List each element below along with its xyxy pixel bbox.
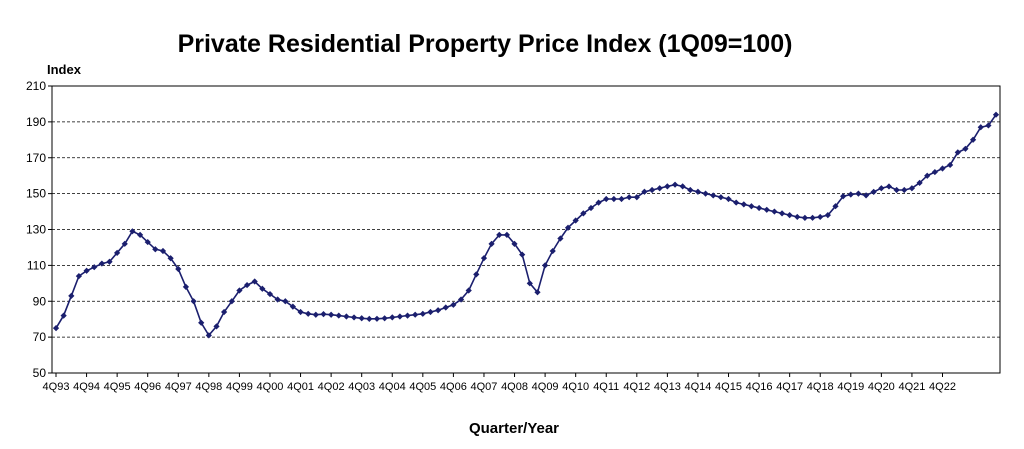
y-tick-label: 110 — [27, 258, 46, 272]
data-point — [129, 228, 136, 235]
x-tick-label: 4Q15 — [715, 381, 742, 393]
data-point — [282, 298, 289, 305]
data-point — [419, 310, 426, 317]
data-point — [205, 332, 212, 339]
data-point — [121, 240, 128, 247]
x-tick-label: 4Q93 — [43, 381, 70, 393]
x-tick-label: 4Q09 — [532, 381, 559, 393]
data-point — [977, 124, 984, 131]
data-point — [335, 312, 342, 319]
x-tick-label: 4Q07 — [471, 381, 498, 393]
y-tick-label: 130 — [26, 223, 46, 237]
y-axis-label: Index — [47, 62, 81, 77]
x-tick-label: 4Q96 — [134, 381, 161, 393]
data-point — [465, 287, 472, 294]
chart-title: Private Residential Property Price Index… — [177, 30, 793, 58]
data-point — [434, 307, 442, 314]
x-tick-label: 4Q21 — [898, 381, 925, 393]
y-tick-label: 70 — [33, 330, 47, 344]
data-point — [939, 165, 946, 172]
data-point — [358, 315, 365, 322]
x-tick-label: 4Q94 — [73, 381, 100, 393]
data-point — [519, 251, 526, 258]
data-point — [427, 308, 434, 316]
y-tick-label: 90 — [33, 294, 47, 308]
x-tick-label: 4Q20 — [868, 381, 895, 393]
data-point — [457, 296, 465, 303]
y-tick-label: 170 — [26, 151, 46, 165]
data-point — [595, 199, 602, 206]
x-tick-label: 4Q02 — [318, 381, 345, 393]
x-tick-label: 4Q13 — [654, 381, 681, 393]
data-point — [305, 310, 312, 317]
data-point — [687, 186, 694, 194]
data-point — [931, 168, 938, 176]
data-point — [289, 303, 296, 310]
data-point — [947, 161, 954, 169]
x-tick-label: 4Q12 — [623, 381, 650, 393]
x-tick-label: 4Q04 — [379, 381, 406, 393]
data-point — [266, 290, 274, 298]
data-point — [580, 210, 587, 217]
x-tick-label: 4Q06 — [440, 381, 467, 393]
x-tick-label: 4Q95 — [104, 381, 131, 393]
data-point — [702, 190, 709, 197]
data-point — [381, 315, 388, 322]
y-tick-label: 150 — [26, 187, 46, 201]
data-point — [480, 255, 488, 262]
data-point — [633, 194, 640, 201]
data-point — [213, 323, 220, 330]
data-point — [251, 278, 258, 285]
data-point — [534, 289, 541, 296]
x-tick-label: 4Q03 — [348, 381, 375, 393]
data-point — [801, 214, 809, 221]
x-tick-label: 4Q05 — [409, 381, 436, 393]
data-point — [182, 283, 190, 291]
data-point — [328, 311, 335, 318]
data-point — [366, 315, 373, 322]
x-tick-label: 4Q16 — [746, 381, 773, 393]
data-point — [350, 314, 358, 321]
y-tick-label: 50 — [33, 366, 47, 380]
data-point — [778, 210, 786, 217]
y-tick-label: 210 — [26, 79, 46, 93]
x-tick-label: 4Q22 — [929, 381, 956, 393]
data-point — [114, 249, 121, 256]
data-point — [259, 285, 266, 292]
data-point — [526, 280, 533, 287]
data-point — [473, 271, 480, 278]
x-tick-label: 4Q10 — [562, 381, 589, 393]
data-point — [175, 265, 182, 273]
data-point — [320, 311, 327, 318]
x-tick-label: 4Q00 — [257, 381, 284, 393]
x-tick-label: 4Q14 — [684, 381, 711, 393]
x-tick-label: 4Q11 — [593, 381, 619, 393]
data-point — [412, 311, 419, 318]
x-tick-label: 4Q99 — [226, 381, 253, 393]
x-tick-label: 4Q08 — [501, 381, 528, 393]
data-point — [228, 298, 235, 305]
x-axis-label: Quarter/Year — [468, 420, 560, 437]
x-tick-label: 4Q17 — [776, 381, 803, 393]
data-point — [243, 281, 251, 289]
x-tick-label: 4Q18 — [807, 381, 834, 393]
data-point — [664, 183, 671, 190]
data-point — [671, 181, 679, 188]
data-point — [840, 193, 847, 200]
data-point — [373, 315, 381, 322]
data-point — [190, 298, 197, 305]
data-point — [404, 312, 411, 319]
data-point — [817, 213, 824, 221]
x-tick-label: 4Q19 — [837, 381, 864, 393]
series-line — [55, 114, 997, 337]
data-point — [832, 203, 839, 210]
x-tick-label: 4Q98 — [195, 381, 222, 393]
y-tick-label: 190 — [26, 115, 46, 129]
x-tick-label: 4Q97 — [165, 381, 192, 393]
x-tick-label: 4Q01 — [287, 381, 314, 393]
data-point — [274, 296, 281, 303]
